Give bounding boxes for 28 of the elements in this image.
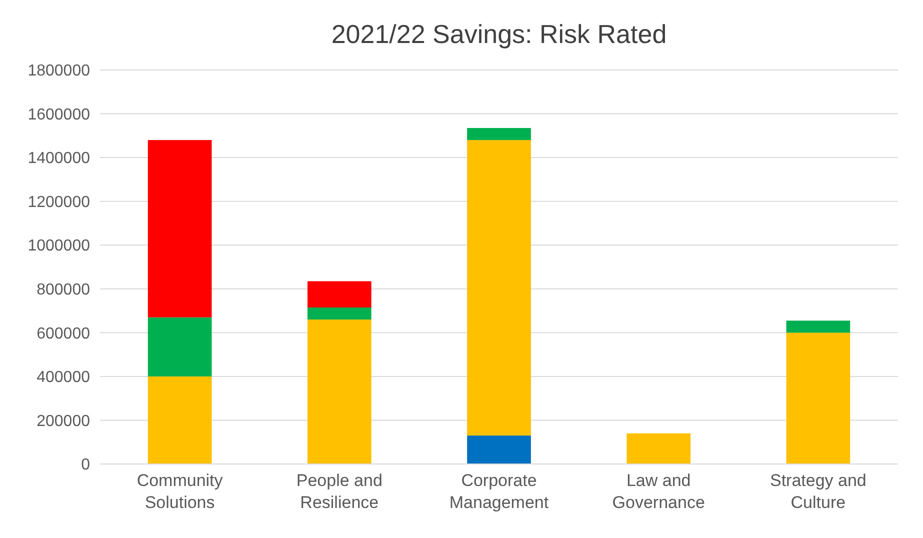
y-tick-label: 200000	[36, 412, 90, 430]
bar	[467, 140, 531, 436]
bar	[307, 281, 372, 308]
x-tick-label: Community Solutions	[136, 471, 224, 512]
bar	[148, 317, 212, 376]
x-tick-label: Law and Governance	[612, 471, 705, 512]
chart-title: 2021/22 Savings: Risk Rated	[331, 19, 667, 49]
y-tick-label: 600000	[36, 325, 90, 342]
y-tick-label: 0	[81, 456, 90, 474]
bar	[626, 433, 691, 464]
bar	[467, 128, 531, 140]
bar	[148, 140, 212, 318]
x-tick-label: Strategy and Culture	[770, 471, 866, 512]
y-tick-label: 800000	[36, 281, 90, 298]
y-tick-label: 1800000	[28, 62, 90, 80]
bar	[307, 320, 372, 464]
y-tick-label: 1200000	[28, 194, 90, 211]
bar	[786, 320, 850, 333]
y-tick-label: 1400000	[28, 150, 90, 168]
bar	[307, 307, 372, 320]
y-tick-label: 1000000	[28, 238, 90, 255]
bar	[467, 436, 531, 464]
bar	[786, 332, 850, 464]
x-tick-label: People and Resilience	[296, 471, 382, 512]
x-tick-label: Corporate Management	[449, 471, 549, 512]
y-tick-label: 400000	[36, 369, 90, 386]
bar	[148, 376, 212, 464]
y-tick-label: 1600000	[28, 106, 90, 124]
